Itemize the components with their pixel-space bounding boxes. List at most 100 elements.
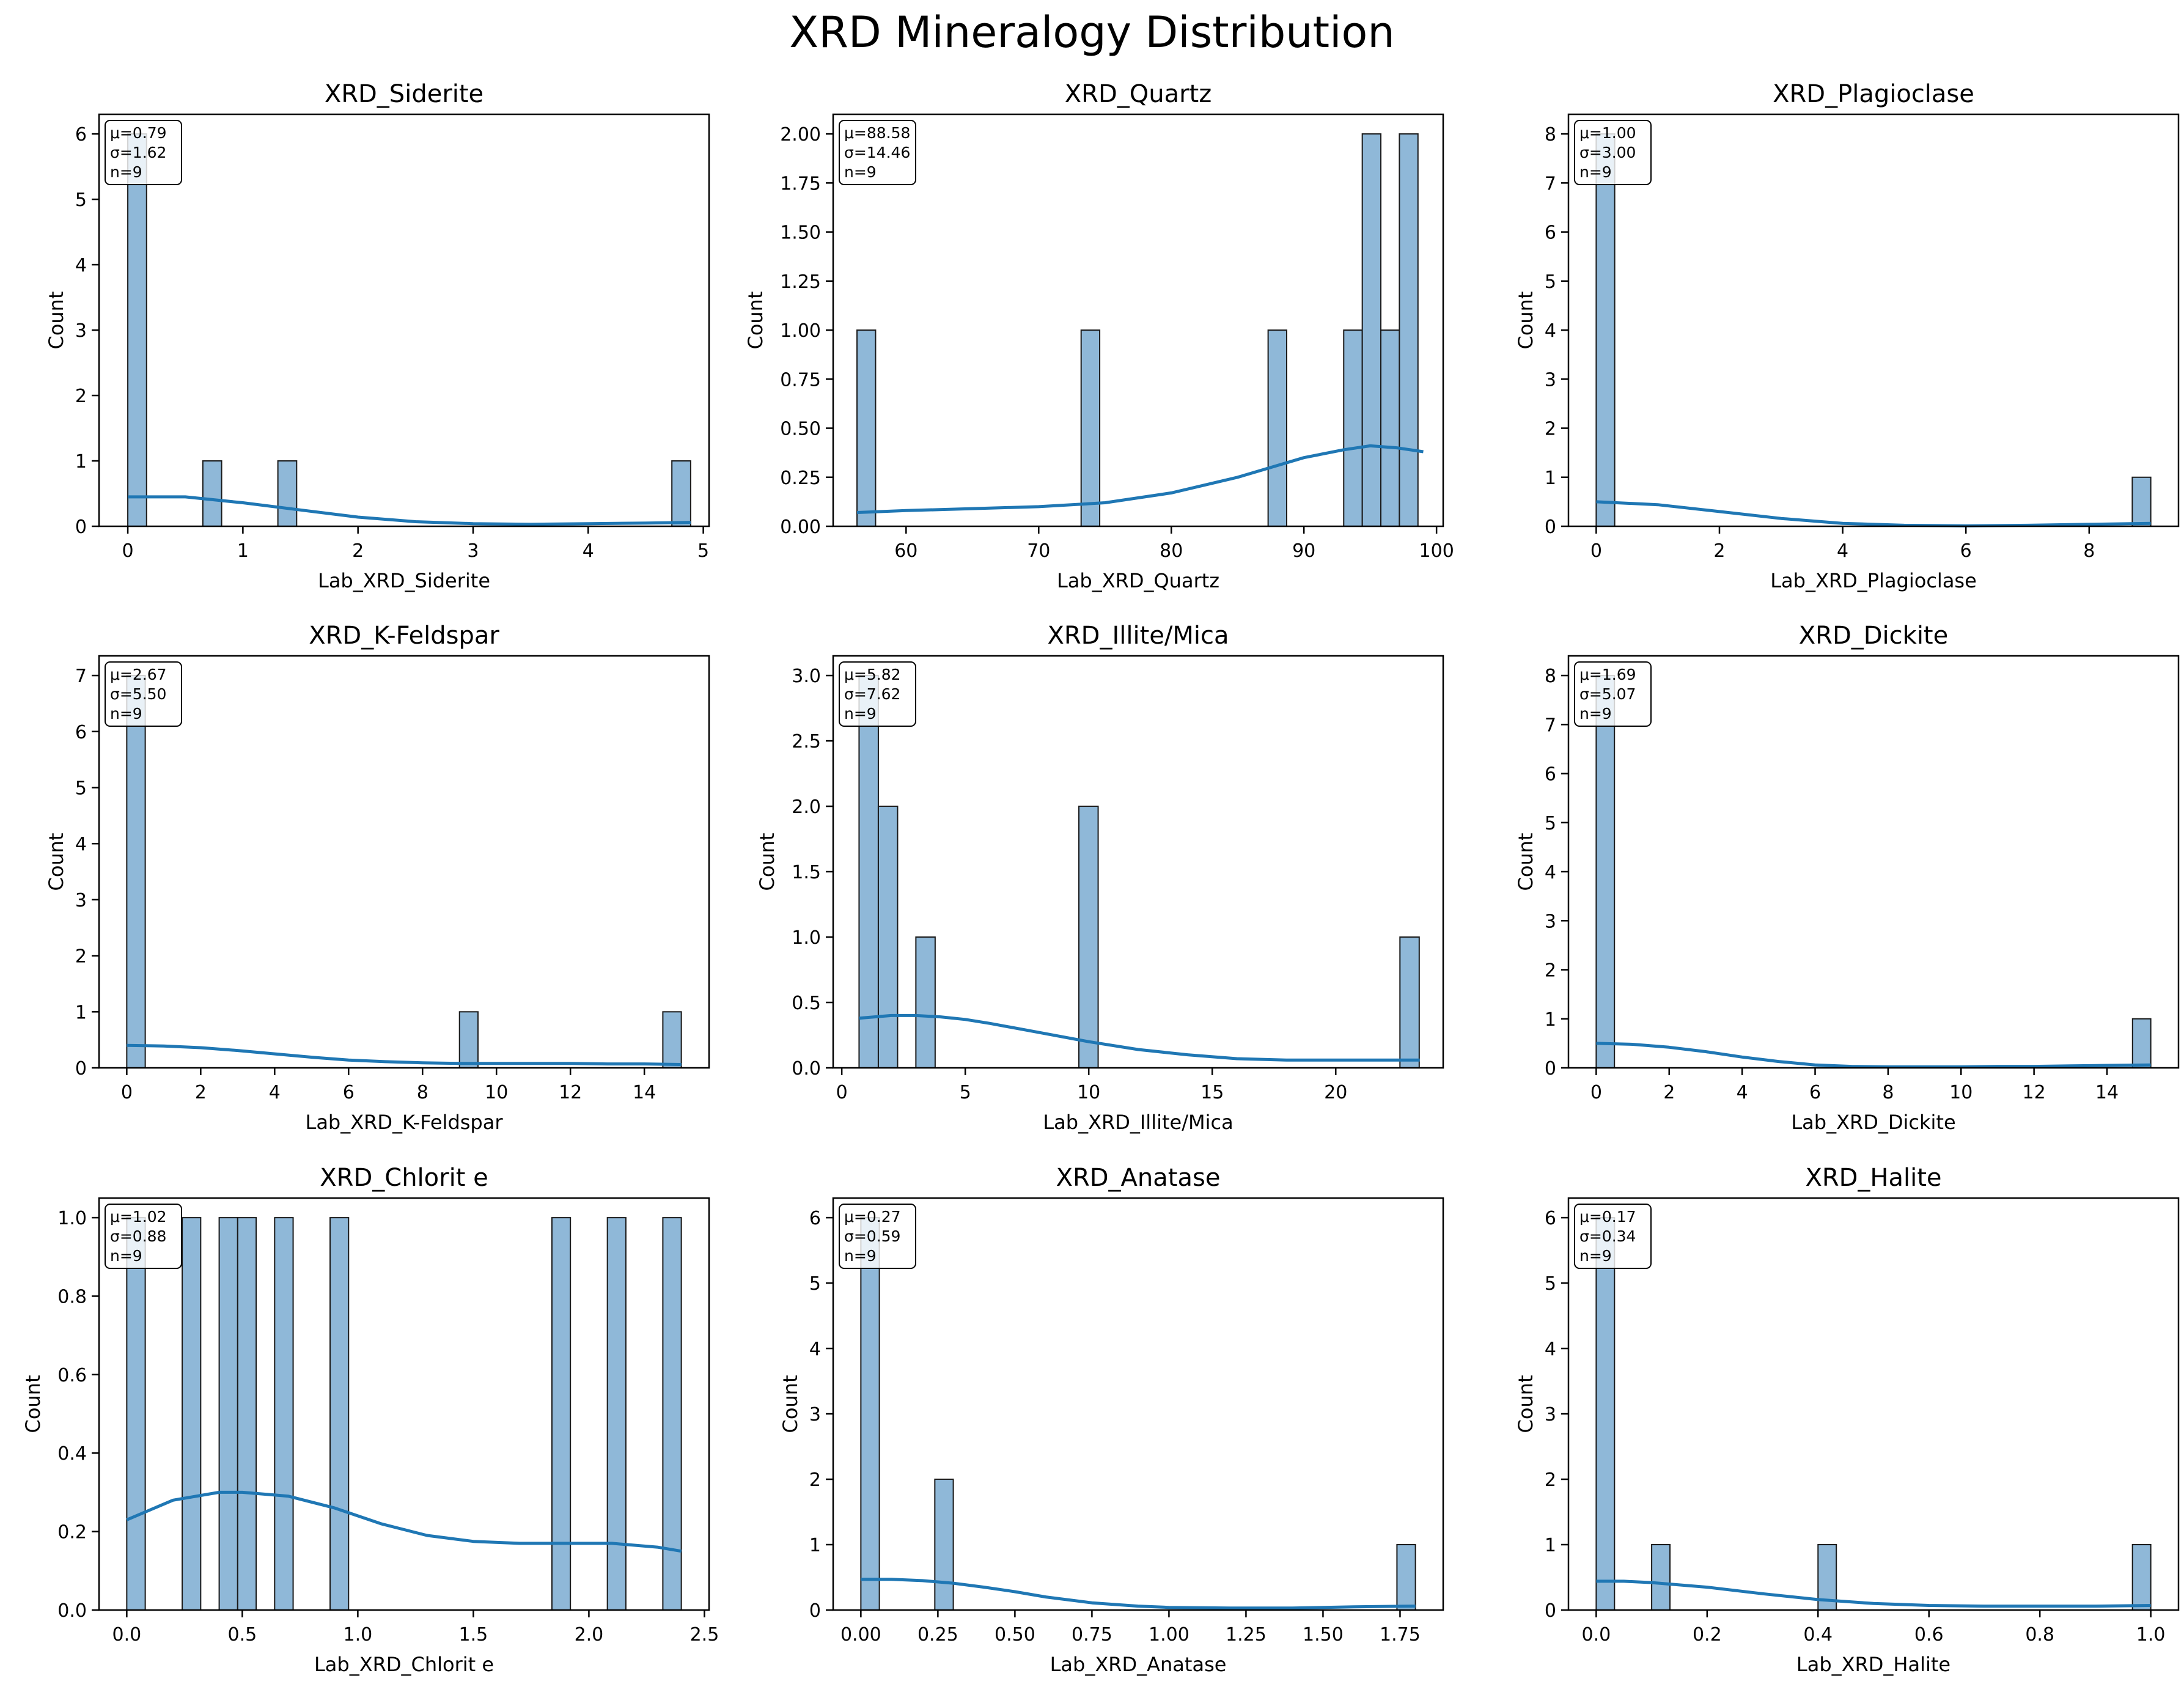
kde-curve (126, 1490, 682, 1553)
y-tick-label: 2.00 (780, 124, 821, 145)
stats-box (105, 1204, 182, 1269)
histogram-bar (856, 329, 877, 527)
y-tick-label: 0.6 (57, 1365, 87, 1386)
y-tick-label: 3.0 (792, 666, 821, 687)
y-tick-label: 1.00 (780, 320, 821, 342)
kde-curve (1596, 500, 2151, 528)
x-axis-label: Lab_XRD_Dickite (1791, 1111, 1955, 1134)
y-tick-label: 4 (1545, 320, 1556, 342)
histogram-bar (202, 460, 222, 527)
stats-box (839, 120, 916, 185)
stat-std: σ=5.50 (110, 685, 166, 703)
x-tick-label: 0.8 (2025, 1624, 2054, 1645)
stats-box (105, 661, 182, 727)
stat-n: n=9 (1579, 163, 1612, 181)
y-tick-label: 6 (75, 722, 87, 743)
x-tick-label: 2 (1713, 540, 1725, 562)
x-tick-label: 4 (269, 1082, 281, 1103)
stats-box (839, 1204, 916, 1269)
stat-n: n=9 (1579, 1247, 1612, 1265)
stat-n: n=9 (1579, 705, 1612, 722)
y-tick-label: 3 (1545, 1404, 1556, 1425)
x-axis-label: Lab_XRD_Quartz (1057, 569, 1219, 592)
y-axis-label: Count (21, 1375, 45, 1433)
y-tick-label: 2 (75, 386, 87, 407)
axes-frame (832, 113, 1444, 528)
x-tick-label: 1.75 (1380, 1624, 1421, 1645)
y-tick-label: 6 (1545, 764, 1556, 785)
histogram-bar (1343, 329, 1363, 527)
x-tick-label: 4 (1837, 540, 1848, 562)
kde-curve (861, 1578, 1416, 1610)
stat-mean: μ=0.27 (844, 1208, 901, 1226)
x-tick-label: 0.25 (917, 1624, 958, 1645)
stats-box (105, 120, 182, 185)
x-tick-label: 4 (583, 540, 594, 562)
y-tick-label: 1.5 (792, 862, 821, 883)
x-tick-label: 0 (836, 1082, 848, 1103)
y-tick-label: 4 (75, 834, 87, 855)
x-tick-label: 2 (352, 540, 364, 562)
y-tick-label: 3 (1545, 911, 1556, 932)
y-tick-label: 0.50 (780, 419, 821, 440)
axes-frame (98, 655, 710, 1069)
histogram-panel: 0.0 0.5 1.0 1.5 2.0 2.5 0.0 0.2 0.4 0.6 0.8 1.0 XRD_… (21, 1164, 719, 1676)
stat-mean: μ=88.58 (844, 124, 910, 142)
y-tick-label: 0 (1545, 517, 1556, 538)
histogram-bar (2131, 1544, 2152, 1611)
stat-n: n=9 (110, 163, 142, 181)
stat-std: σ=0.88 (110, 1227, 166, 1245)
y-tick-label: 1 (75, 1002, 87, 1023)
y-tick-label: 5 (1545, 1273, 1556, 1295)
y-tick-label: 1.25 (780, 271, 821, 293)
histogram-panel: 0 1 2 3 4 5 0 1 2 3 4 5 6 XRD_Siderite Lab_XRD_Siderit… (45, 80, 710, 592)
panel-title: XRD_Chlorit e (320, 1164, 488, 1192)
histogram-bar (1595, 133, 1616, 528)
histogram-bar (877, 806, 899, 1068)
y-tick-label: 7 (1545, 173, 1556, 194)
x-tick-label: 0.2 (1693, 1624, 1722, 1645)
x-tick-label: 6 (1809, 1082, 1821, 1103)
x-tick-label: 14 (2095, 1082, 2119, 1103)
x-tick-label: 12 (559, 1082, 582, 1103)
y-tick-label: 2.5 (792, 731, 821, 752)
x-tick-label: 70 (1027, 540, 1050, 562)
histogram-bar (329, 1217, 350, 1611)
axes-frame (832, 655, 1444, 1069)
histogram-bar (1080, 329, 1101, 527)
histogram-bar (237, 1217, 257, 1611)
stat-mean: μ=1.00 (1579, 124, 1636, 142)
x-axis-label: Lab_XRD_Halite (1796, 1653, 1951, 1676)
axes-frame (1567, 655, 2180, 1069)
histogram-bar (662, 1217, 682, 1611)
histogram-bar (2131, 476, 2152, 527)
x-tick-label: 0.6 (1914, 1624, 1944, 1645)
x-tick-label: 100 (1419, 540, 1454, 562)
histogram-bar (218, 1217, 238, 1611)
y-tick-label: 2 (75, 946, 87, 968)
x-tick-label: 1.0 (2136, 1624, 2166, 1645)
histogram-bar (126, 675, 146, 1068)
stat-n: n=9 (110, 705, 142, 722)
x-axis-label: Lab_XRD_Plagioclase (1770, 569, 1977, 592)
axes-frame (1567, 1197, 2180, 1611)
stat-mean: μ=1.02 (110, 1208, 167, 1226)
panel-title: XRD_Quartz (1065, 80, 1211, 108)
axes-frame (832, 1197, 1444, 1611)
y-tick-label: 4 (1545, 1339, 1556, 1360)
x-tick-label: 6 (343, 1082, 355, 1103)
histogram-panel: 0 2 4 6 8 10 12 1401234567XRD_K-FeldsparLab_XRD… (45, 622, 710, 1134)
y-tick-label: 5 (1545, 813, 1556, 834)
x-tick-label: 0 (1590, 540, 1602, 562)
y-tick-label: 0 (75, 1058, 87, 1079)
y-axis-label: Count (756, 833, 779, 891)
x-tick-label: 14 (633, 1082, 656, 1103)
histogram-bar (1267, 329, 1287, 527)
x-tick-label: 1.5 (459, 1624, 488, 1645)
histogram-bar (1651, 1544, 1671, 1611)
stat-std: σ=7.62 (844, 685, 900, 703)
histogram-bar (274, 1217, 294, 1611)
y-tick-label: 2 (1545, 1469, 1556, 1491)
y-tick-label: 0 (75, 517, 87, 538)
